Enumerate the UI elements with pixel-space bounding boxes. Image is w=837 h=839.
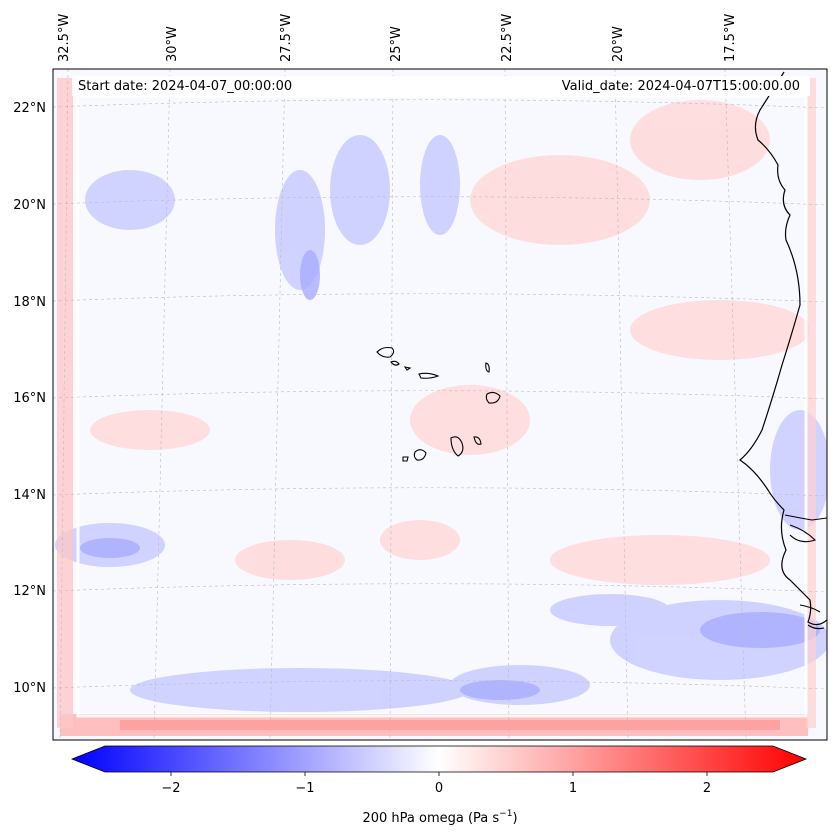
lon-tick-label: 32.5°W xyxy=(57,14,72,62)
lat-tick-label: 16°N xyxy=(13,391,46,406)
map-frame xyxy=(52,68,828,741)
lat-tick-label: 14°N xyxy=(13,488,46,503)
colorbar-tick-label: 0 xyxy=(435,781,443,796)
omega-negative-strong xyxy=(80,250,820,700)
lon-tick-label: 27.5°W xyxy=(279,14,294,62)
red-patch xyxy=(235,540,345,580)
blue-patch xyxy=(85,170,175,230)
blue-patch xyxy=(420,135,460,235)
colorbar-tick-label: 1 xyxy=(569,781,577,796)
colorbar-tick-label: 2 xyxy=(703,781,711,796)
meridian xyxy=(724,69,747,740)
blue-core xyxy=(300,250,320,300)
start-date-label: Start date: 2024-04-07_00:00:00 xyxy=(78,79,292,94)
blue-patch xyxy=(330,135,390,245)
island-sao-nicolau xyxy=(418,372,440,379)
lat-tick-label: 18°N xyxy=(13,295,46,310)
blue-core xyxy=(80,538,140,558)
island-brava xyxy=(402,456,409,462)
cape-verde-islands xyxy=(376,346,501,462)
omega-positive-regions xyxy=(90,100,810,585)
colorbar-title-main: 200 hPa omega (Pa s xyxy=(362,811,499,826)
meridian xyxy=(614,69,629,740)
graticule xyxy=(53,69,827,740)
red-patch xyxy=(630,100,770,180)
lat-tick-label: 10°N xyxy=(13,681,46,696)
red-patch xyxy=(470,155,650,245)
island-sal xyxy=(485,362,490,373)
colorbar-tick-label: −1 xyxy=(295,781,314,796)
africa-coastline xyxy=(738,71,827,626)
map-panel xyxy=(53,69,827,740)
east-boundary-band xyxy=(806,78,816,728)
island-fogo xyxy=(413,449,427,461)
red-patch xyxy=(90,410,210,450)
blue-core xyxy=(460,680,540,700)
island-maio xyxy=(473,436,482,445)
colorbar-tick-label: −2 xyxy=(161,781,180,796)
colorbar: −2 −1 0 1 2 200 hPa omega (Pa s−1) xyxy=(70,745,808,826)
colorbar-ticks xyxy=(170,772,708,776)
africa-coast-inlet xyxy=(784,514,827,630)
blue-patch xyxy=(130,668,470,712)
blue-patch xyxy=(770,410,827,530)
lon-tick-label: 17.5°W xyxy=(723,14,738,62)
parallel xyxy=(53,293,827,303)
island-santa-luzia xyxy=(403,366,412,371)
blue-core xyxy=(700,612,820,648)
colorbar-title-exponent: −1 xyxy=(499,809,512,819)
parallel xyxy=(53,487,827,497)
red-patch xyxy=(550,535,770,585)
red-patch xyxy=(380,520,460,560)
lat-tick-label: 12°N xyxy=(13,584,46,599)
south-boundary-core xyxy=(120,720,780,730)
lat-tick-label: 20°N xyxy=(13,198,46,213)
parallel xyxy=(53,196,827,206)
colorbar-body xyxy=(70,745,808,773)
blue-patch xyxy=(550,594,670,626)
island-sao-vicente xyxy=(390,360,400,366)
lon-tick-label: 25°W xyxy=(389,26,404,62)
parallel xyxy=(53,390,827,400)
lon-tick-label: 20°W xyxy=(611,26,626,62)
valid-date-label: Valid_date: 2024-04-07T15:00:00.00 xyxy=(562,79,800,94)
meridian xyxy=(269,69,286,740)
parallel xyxy=(53,583,827,593)
meridian xyxy=(504,69,510,740)
meridian xyxy=(59,69,69,740)
west-boundary-band xyxy=(57,78,73,728)
red-patch xyxy=(630,300,810,360)
meridian xyxy=(389,69,394,740)
parallel xyxy=(53,99,827,109)
island-santo-antao xyxy=(376,346,395,358)
parallel xyxy=(53,680,827,690)
colorbar-title-end: ) xyxy=(512,811,517,826)
header-backdrop xyxy=(72,76,810,96)
island-boa-vista xyxy=(485,391,501,404)
lon-tick-label: 22.5°W xyxy=(500,14,515,62)
meridian xyxy=(153,69,171,740)
lat-tick-label: 22°N xyxy=(13,101,46,116)
lon-tick-label: 30°W xyxy=(165,26,180,62)
red-patch xyxy=(410,385,530,455)
colorbar-title: 200 hPa omega (Pa s−1) xyxy=(362,809,517,826)
island-santiago xyxy=(450,436,464,457)
